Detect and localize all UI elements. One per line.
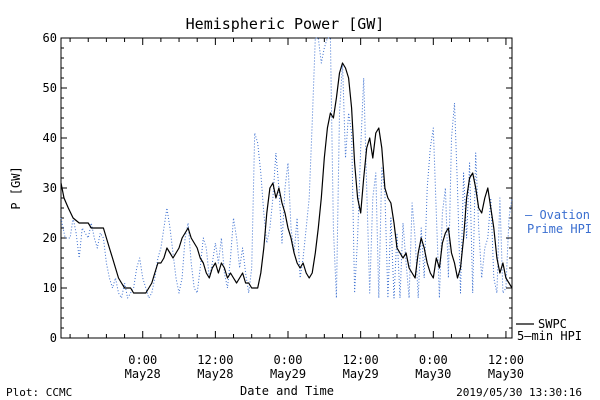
y-axis-label: P [GW] bbox=[9, 166, 23, 209]
y-tick-label: 30 bbox=[43, 181, 57, 195]
footer-timestamp: 2019/05/30 13:30:16 bbox=[456, 386, 582, 399]
x-tick-time-label: 0:00 bbox=[419, 353, 448, 367]
x-tick-time-label: 0:00 bbox=[128, 353, 157, 367]
y-tick-label: 10 bbox=[43, 281, 57, 295]
x-tick-date-label: May30 bbox=[415, 367, 451, 381]
x-tick-date-label: May28 bbox=[197, 367, 233, 381]
x-tick-date-label: May28 bbox=[125, 367, 161, 381]
legend-ovation-line2: Prime HPI bbox=[527, 222, 592, 236]
series-layer bbox=[60, 37, 513, 299]
y-axis: 0 10 20 30 40 50 60 bbox=[43, 31, 512, 345]
series-swpc-5min-hpi bbox=[60, 62, 513, 294]
x-tick-date-label: May30 bbox=[488, 367, 524, 381]
x-tick-date-label: May29 bbox=[343, 367, 379, 381]
x-tick-time-label: 0:00 bbox=[274, 353, 303, 367]
x-tick-time-label: 12:00 bbox=[343, 353, 379, 367]
series-ovation-prime-hpi bbox=[60, 37, 513, 299]
y-tick-label: 40 bbox=[43, 131, 57, 145]
chart-title: Hemispheric Power [GW] bbox=[186, 15, 385, 33]
footer-credit: Plot: CCMC bbox=[6, 386, 72, 399]
legend-ovation-line1: – Ovation bbox=[525, 208, 590, 222]
x-axis-label: Date and Time bbox=[240, 384, 334, 398]
legend-swpc-line2: 5–min HPI bbox=[517, 329, 582, 343]
legend-swpc: SWPC 5–min HPI bbox=[516, 317, 582, 343]
x-tick-time-label: 12:00 bbox=[488, 353, 524, 367]
x-tick-time-label: 12:00 bbox=[197, 353, 233, 367]
legend-ovation: – Ovation Prime HPI bbox=[525, 208, 592, 236]
y-tick-label: 20 bbox=[43, 231, 57, 245]
y-tick-label: 50 bbox=[43, 81, 57, 95]
plot-frame bbox=[60, 37, 513, 339]
x-axis: 0:00May2812:00May280:00May2912:00May290:… bbox=[69, 38, 524, 381]
x-tick-date-label: May29 bbox=[270, 367, 306, 381]
legend-swpc-line1: SWPC bbox=[538, 317, 567, 331]
y-tick-label: 60 bbox=[43, 31, 57, 45]
y-tick-label: 0 bbox=[50, 331, 57, 345]
